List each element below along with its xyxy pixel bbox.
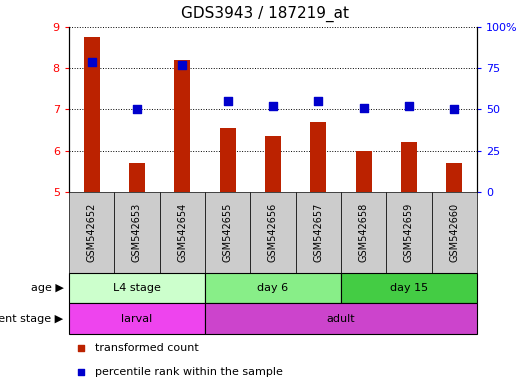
Bar	[401, 142, 417, 192]
Point	[450, 106, 458, 113]
Text: age ▶: age ▶	[31, 283, 64, 293]
Text: GSM542659: GSM542659	[404, 203, 414, 262]
Text: percentile rank within the sample: percentile rank within the sample	[95, 366, 284, 377]
Text: GSM542653: GSM542653	[132, 203, 142, 262]
Point	[77, 345, 85, 351]
Bar	[356, 151, 372, 192]
Point	[178, 62, 187, 68]
Text: GSM542652: GSM542652	[86, 203, 96, 262]
Text: GSM542658: GSM542658	[359, 203, 369, 262]
Bar	[205, 303, 477, 334]
Text: adult: adult	[326, 314, 355, 324]
Bar	[446, 163, 462, 192]
Bar	[114, 192, 160, 273]
Bar	[311, 122, 326, 192]
Text: transformed count: transformed count	[95, 343, 199, 353]
Bar	[69, 273, 205, 303]
Bar	[84, 37, 100, 192]
Bar	[250, 192, 296, 273]
Point	[77, 369, 85, 375]
Bar	[205, 192, 250, 273]
Point	[132, 106, 141, 113]
Bar	[296, 192, 341, 273]
Bar	[129, 163, 145, 192]
Bar	[341, 192, 386, 273]
Point	[359, 105, 368, 111]
Point	[87, 58, 96, 65]
Bar	[174, 60, 190, 192]
Point	[314, 98, 323, 104]
Text: larval: larval	[121, 314, 153, 324]
Text: GSM542654: GSM542654	[177, 203, 187, 262]
Text: L4 stage: L4 stage	[113, 283, 161, 293]
Point	[405, 103, 413, 109]
Bar	[219, 128, 235, 192]
Bar	[265, 136, 281, 192]
Bar	[386, 192, 431, 273]
Text: GSM542656: GSM542656	[268, 203, 278, 262]
Bar	[205, 273, 341, 303]
Bar	[69, 303, 205, 334]
Text: development stage ▶: development stage ▶	[0, 314, 64, 324]
Text: day 6: day 6	[258, 283, 288, 293]
Point	[269, 103, 277, 109]
Text: GSM542655: GSM542655	[223, 203, 233, 262]
Bar	[341, 273, 477, 303]
Point	[223, 98, 232, 104]
Text: GSM542657: GSM542657	[313, 203, 323, 262]
Text: GSM542660: GSM542660	[449, 203, 460, 262]
Bar	[69, 192, 114, 273]
Bar	[431, 192, 477, 273]
Text: GDS3943 / 187219_at: GDS3943 / 187219_at	[181, 5, 349, 22]
Text: day 15: day 15	[390, 283, 428, 293]
Bar	[160, 192, 205, 273]
